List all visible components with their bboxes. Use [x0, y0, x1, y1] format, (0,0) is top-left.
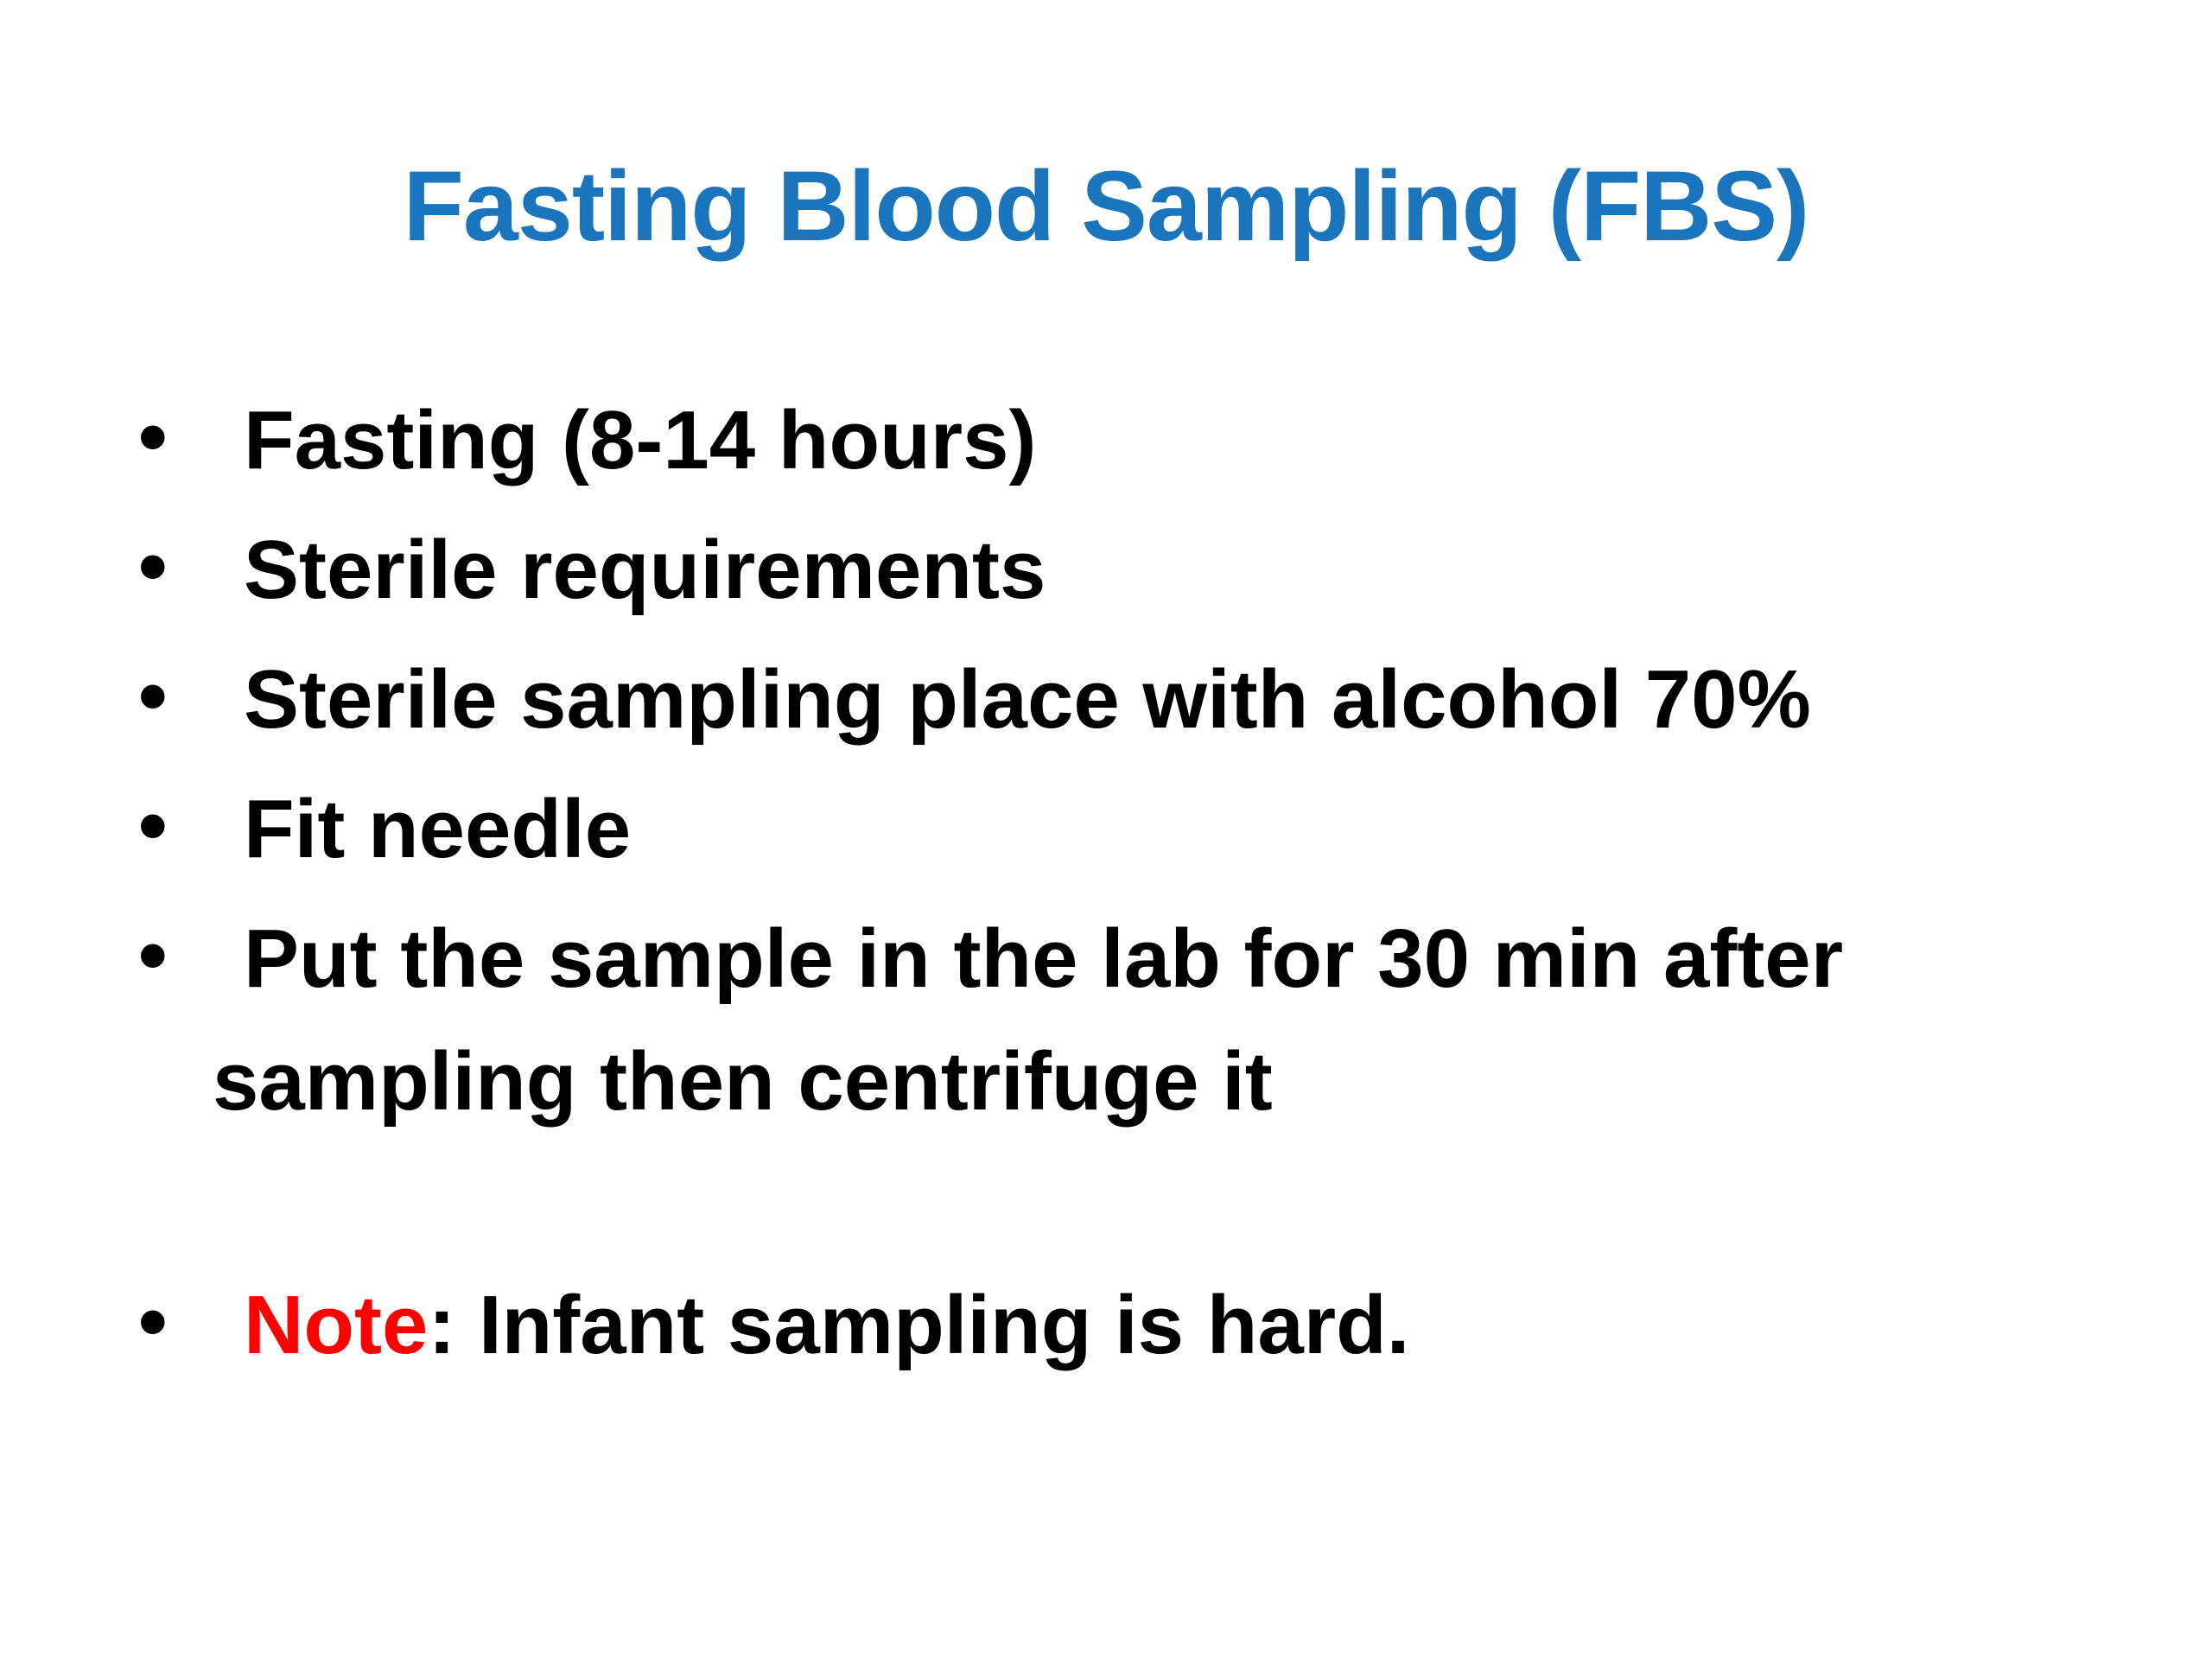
slide-title: Fasting Blood Sampling (FBS) [403, 151, 1810, 262]
note-text: : Infant sampling is hard. [428, 1279, 1410, 1371]
list-item-sterile-requirements: Sterile requirements [0, 505, 2177, 632]
note-label: Note [244, 1279, 429, 1371]
list-item-put-sample-lab: Put the sample in the lab for 30 min aft… [0, 894, 2177, 1143]
list-item-fasting: Fasting (8-14 hours) [0, 376, 2177, 502]
list-item-note: Note: Infant sampling is hard. [0, 1261, 2177, 1387]
bullet-list: Fasting (8-14 hours) Sterile requirement… [0, 376, 2212, 1387]
list-item-sterile-sampling-place: Sterile sampling place with alcohol 70% [0, 635, 2177, 761]
list-item-fit-needle: Fit needle [0, 765, 2177, 891]
